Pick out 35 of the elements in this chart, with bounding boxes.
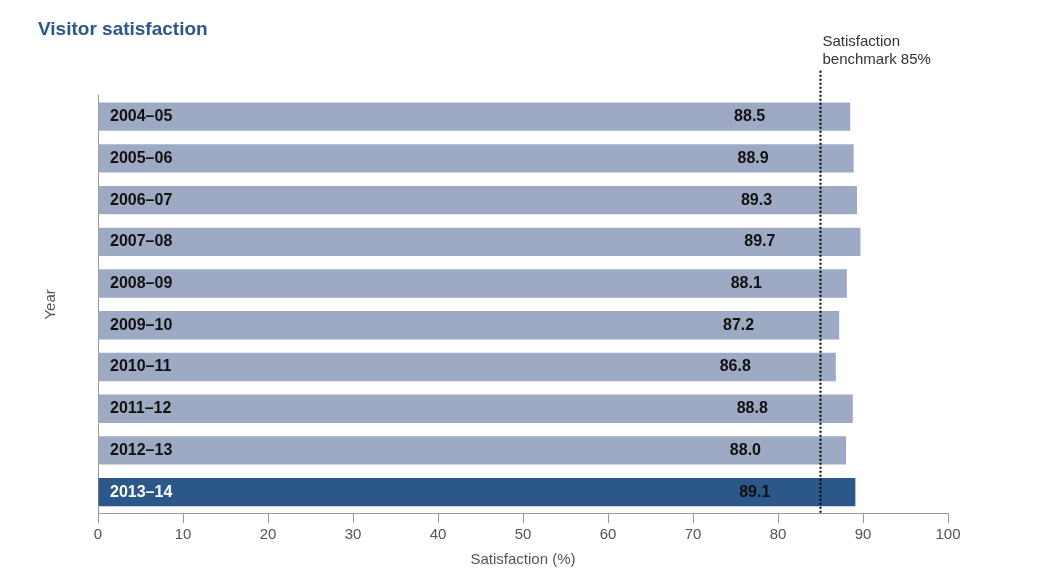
y-axis-title: Year — [41, 289, 59, 320]
data-label: 86.8 — [719, 357, 751, 375]
x-tick-label: 80 — [769, 525, 787, 543]
y-tick-label: 2008–09 — [110, 273, 173, 291]
chart-title: Visitor satisfaction — [38, 17, 208, 39]
x-tick-label: 90 — [854, 525, 872, 543]
y-tick-label: 2011–12 — [110, 399, 172, 417]
x-tick-label: 30 — [344, 525, 362, 543]
x-tick-label: 50 — [514, 525, 532, 543]
y-tick-label: 2005–06 — [110, 148, 173, 166]
data-label: 88.9 — [737, 148, 769, 166]
y-tick-label: 2010–11 — [110, 357, 172, 375]
x-tick-label: 40 — [429, 525, 447, 543]
data-label: 89.7 — [744, 232, 776, 250]
data-label: 88.0 — [729, 440, 762, 458]
data-label: 89.3 — [740, 190, 773, 208]
x-tick-label: 20 — [259, 525, 277, 543]
ref-line-label: Satisfaction benchmark 85% — [822, 31, 931, 67]
x-tick-label: 70 — [684, 525, 702, 543]
y-tick-label: 2013–14 — [110, 482, 173, 500]
data-label: 88.5 — [734, 107, 766, 125]
y-tick-label: 2004–05 — [110, 107, 173, 125]
data-label: 89.1 — [739, 482, 771, 500]
y-tick-label: 2012–13 — [110, 440, 173, 458]
data-label: 88.8 — [736, 399, 768, 417]
data-label: 88.1 — [730, 273, 762, 291]
y-tick-label: 2006–07 — [110, 190, 173, 208]
x-tick-label: 10 — [174, 525, 192, 543]
x-tick-label: 100 — [935, 525, 961, 543]
data-label: 87.2 — [723, 315, 755, 333]
y-tick-label: 2007–08 — [110, 232, 173, 250]
x-axis-title: Satisfaction (%) — [470, 550, 576, 568]
y-tick-label: 2009–10 — [110, 315, 173, 333]
x-tick-label: 0 — [93, 525, 103, 543]
x-tick-label: 60 — [599, 525, 617, 543]
